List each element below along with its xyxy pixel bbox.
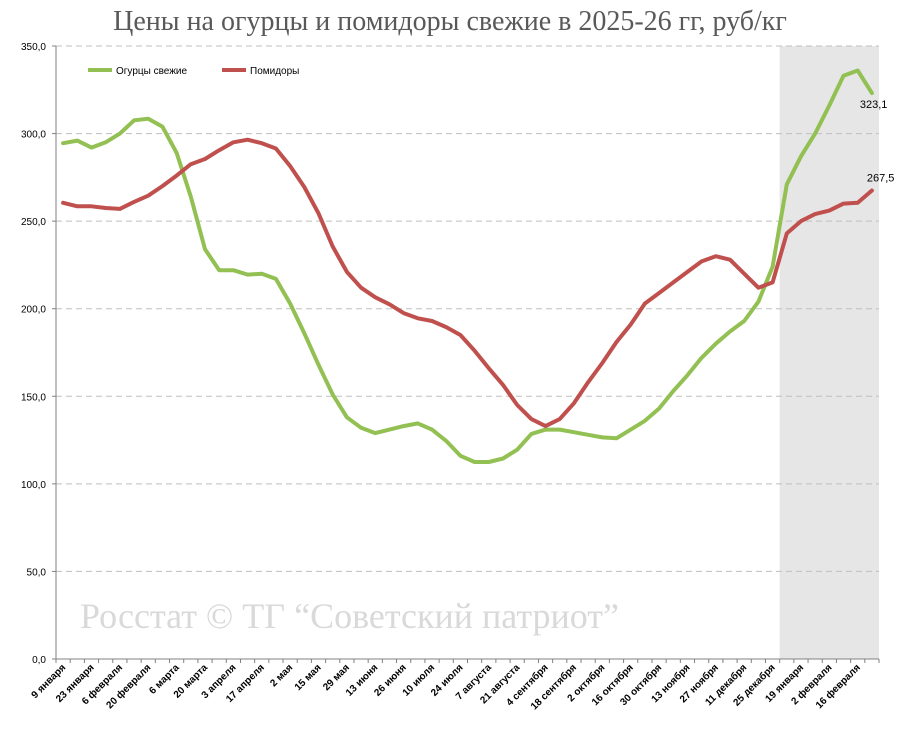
- shaded-region: [779, 46, 879, 659]
- y-axis-ticks: 0,0 50,0 100,0 150,0 200,0 250,0 300,0 350,0: [21, 42, 56, 666]
- legend-label: Огурцы свежие: [116, 66, 187, 77]
- y-tick-label: 0,0: [32, 655, 46, 666]
- y-tick-label: 150,0: [21, 392, 46, 403]
- chart-title: Цены на огурцы и помидоры свежие в 2025-…: [113, 6, 787, 37]
- grid-lines: [56, 45, 879, 572]
- data-label: 323,1: [860, 99, 888, 111]
- y-tick-label: 250,0: [21, 217, 46, 228]
- x-tick-label: 15 мая: [293, 662, 324, 693]
- x-tick-label: 2 мая: [268, 662, 295, 689]
- y-tick-label: 50,0: [27, 567, 47, 578]
- y-tick-label: 100,0: [21, 480, 46, 491]
- legend: Огурцы свежие Помидоры: [88, 66, 299, 77]
- data-labels: 323,1 267,5: [860, 99, 895, 184]
- legend-label: Помидоры: [250, 66, 299, 77]
- series-lines: [61, 68, 874, 464]
- y-tick-label: 300,0: [21, 130, 46, 141]
- y-tick-label: 350,0: [21, 42, 46, 53]
- series-line-tomatoes: [61, 137, 874, 429]
- axes: [55, 46, 879, 660]
- series-line-cucumbers: [61, 68, 874, 464]
- watermark-text: Росстат © ТГ “Советский патриот”: [80, 596, 619, 636]
- y-tick-label: 200,0: [21, 305, 46, 316]
- data-label: 267,5: [867, 172, 895, 184]
